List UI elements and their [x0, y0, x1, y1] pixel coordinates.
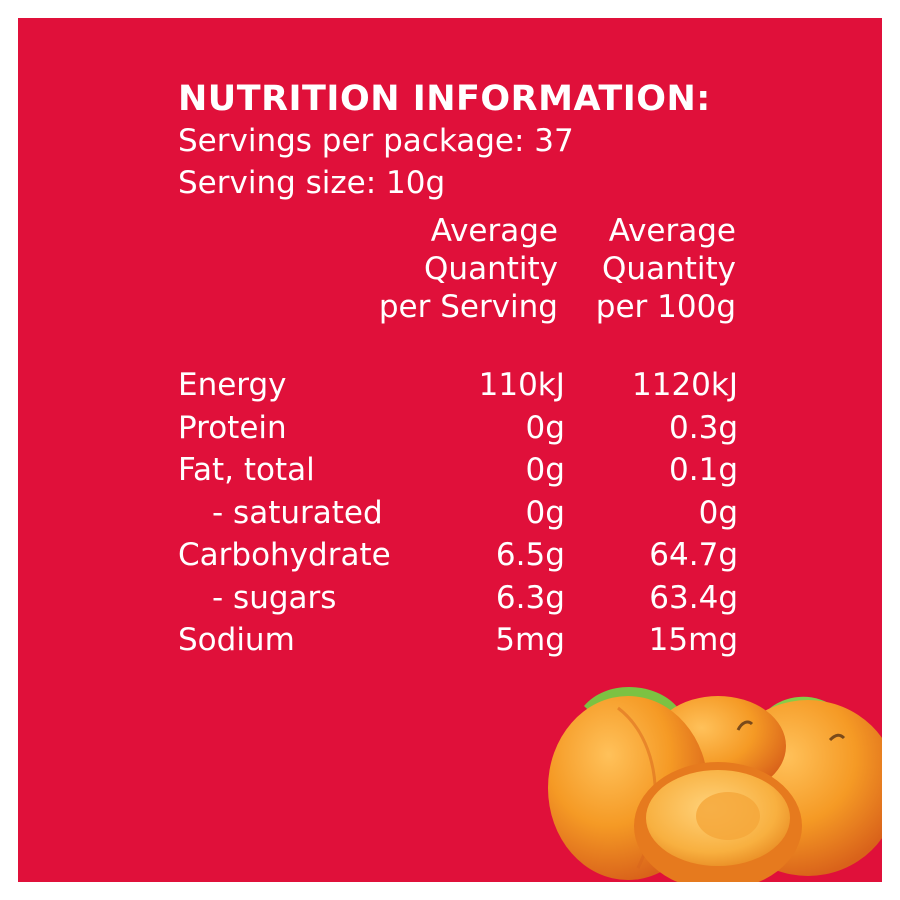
- header-per-100g: Average Quantity per 100g: [595, 213, 736, 325]
- servings-per-package: Servings per package: 37: [178, 123, 574, 159]
- header-per-serving: Average Quantity per Serving: [378, 213, 558, 325]
- nutrient-name: Protein: [178, 409, 287, 446]
- apricots-icon: [548, 687, 882, 882]
- value-per-serving: 0g: [525, 494, 565, 531]
- nutrient-name: Fat, total: [178, 452, 315, 488]
- table-row: Energy 110kJ 1120kJ: [178, 364, 738, 407]
- label-panel: NUTRITION INFORMATION: Servings per pack…: [18, 18, 882, 882]
- nutrient-name: - saturated: [212, 494, 383, 531]
- nutrient-name: - sugars: [212, 579, 337, 616]
- value-per-serving: 5mg: [495, 622, 565, 658]
- nutrition-table: Energy 110kJ 1120kJ Protein 0g 0.3g Fat,…: [178, 364, 738, 662]
- serving-size: Serving size: 10g: [178, 165, 446, 201]
- value-per-serving: 110kJ: [478, 367, 565, 403]
- value-per-100g: 0g: [698, 494, 738, 531]
- page-title: NUTRITION INFORMATION:: [178, 79, 711, 119]
- nutrient-name: Sodium: [178, 622, 295, 658]
- value-per-100g: 0.1g: [669, 452, 738, 488]
- value-per-serving: 0g: [525, 409, 565, 446]
- table-row: Sodium 5mg 15mg: [178, 619, 738, 662]
- table-row: Protein 0g 0.3g: [178, 407, 738, 450]
- column-headers: Average Quantity per Serving Average Qua…: [178, 212, 738, 342]
- table-row: - saturated 0g 0g: [178, 492, 738, 535]
- nutrient-name: Carbohydrate: [178, 537, 391, 573]
- value-per-serving: 6.5g: [495, 537, 565, 573]
- value-per-100g: 64.7g: [649, 537, 738, 573]
- value-per-100g: 1120kJ: [632, 367, 738, 403]
- table-row: Fat, total 0g 0.1g: [178, 449, 738, 492]
- value-per-100g: 15mg: [648, 622, 738, 658]
- table-row: Carbohydrate 6.5g 64.7g: [178, 534, 738, 577]
- nutrition-panel: NUTRITION INFORMATION: Servings per pack…: [178, 78, 738, 662]
- value-per-100g: 63.4g: [649, 579, 738, 616]
- value-per-100g: 0.3g: [669, 409, 738, 446]
- value-per-serving: 0g: [525, 452, 565, 488]
- nutrient-name: Energy: [178, 367, 287, 403]
- value-per-serving: 6.3g: [495, 579, 565, 616]
- table-row: - sugars 6.3g 63.4g: [178, 577, 738, 620]
